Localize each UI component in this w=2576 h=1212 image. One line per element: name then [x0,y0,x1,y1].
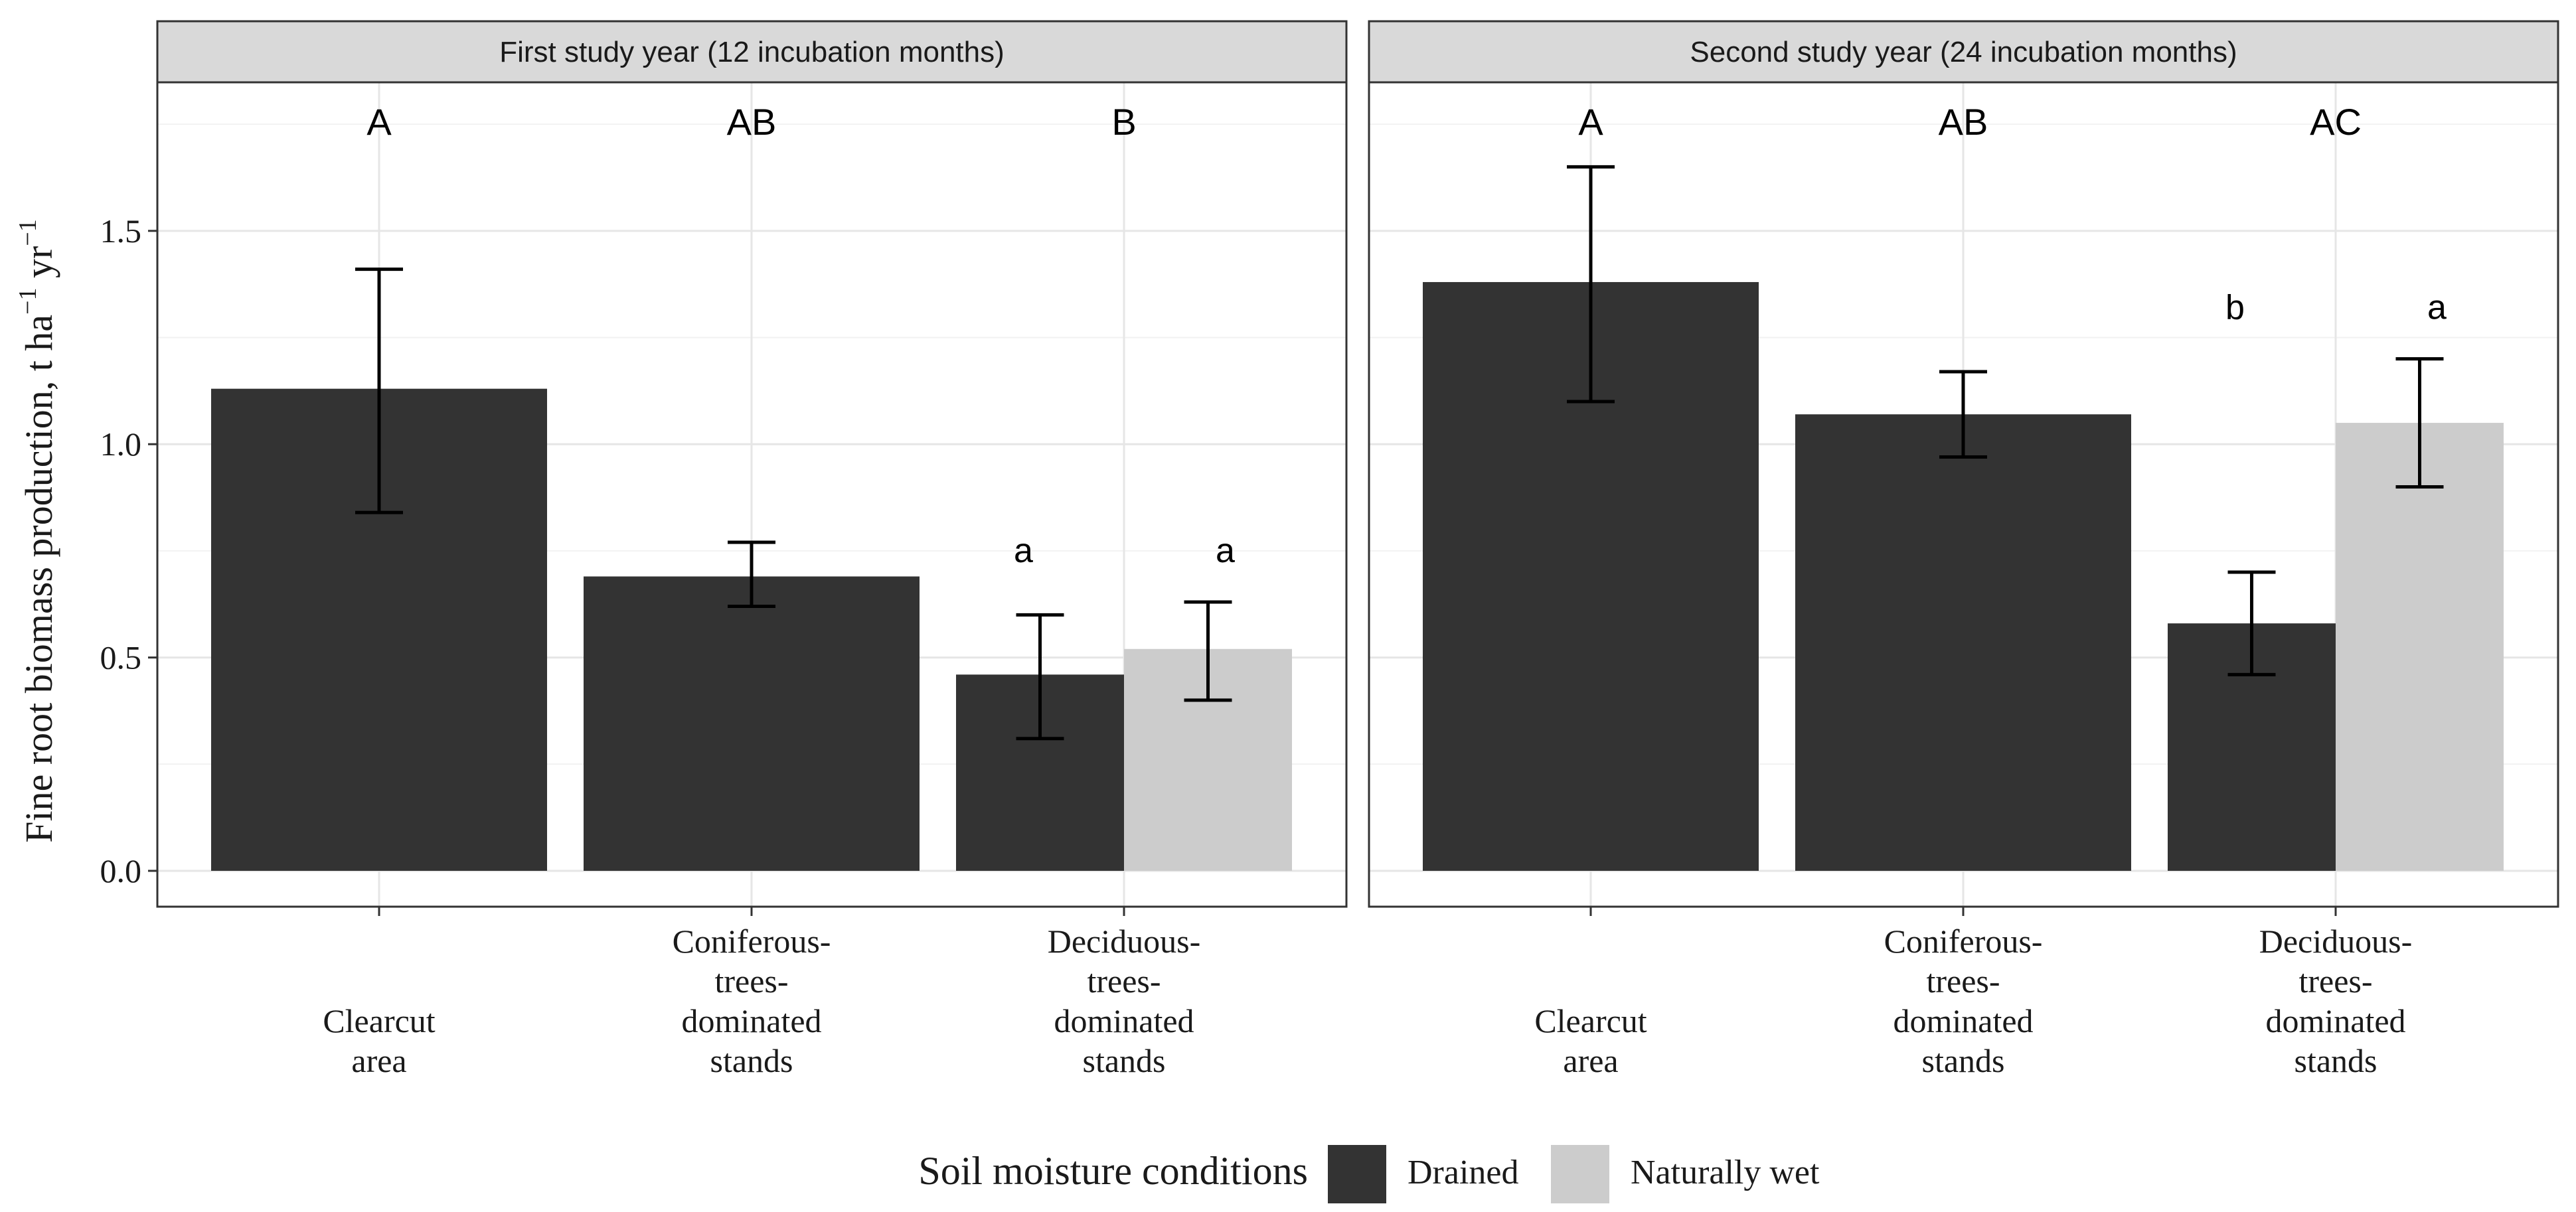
significance-label-drained: b [2225,289,2245,327]
panel-strip-title: First study year (12 incubation months) [499,36,1005,68]
x-tick-label: Clearcut area [1534,1002,1647,1079]
bar-drained [1795,414,2131,871]
group-letter: B [1111,101,1136,143]
x-tick-label: Clearcut area [323,1002,435,1079]
significance-label-naturally-wet: a [1216,532,1235,570]
panel-border [156,81,1348,908]
group-letter: AC [2310,101,2362,143]
group-letter: A [1578,101,1603,143]
y-tick-label: 1.5 [100,212,142,250]
bar-naturally-wet [2336,423,2504,871]
x-tick-label: Deciduous-trees-dominated stands [2259,923,2413,1079]
y-axis-label-mid: yr [17,246,60,288]
significance-label-drained: a [1014,532,1033,570]
bar-drained [584,576,920,871]
y-axis-label: Fine root biomass production, t ha−1 yr−… [14,219,60,843]
panels-layer: First study year (12 incubation months) A… [100,20,2559,1079]
group-letter: AB [727,101,777,143]
panel-strip-title: Second study year (24 incubation months) [1690,36,2237,68]
panel-1: First study year (12 incubation months) A… [156,20,1348,1079]
x-tick-label: Deciduous-trees-dominated stands [1048,923,1201,1079]
y-axis-label-sup2: −1 [14,219,42,246]
significance-label-naturally-wet: a [2427,289,2447,327]
legend-swatch-drained [1328,1145,1386,1203]
panel-2: Second study year (24 incubation months)… [1368,20,2559,1079]
panel-strip [1368,20,2559,84]
y-axis-label-sup1: −1 [14,288,42,315]
panel-border [1368,81,2559,908]
legend-swatch-naturally-wet [1551,1145,1609,1203]
panel-strip [156,20,1348,84]
x-tick-label: Coniferous-trees-dominated stands [673,923,831,1079]
legend-title: Soil moisture conditions [918,1149,1308,1193]
group-letter: AB [1939,101,1988,143]
y-tick-label: 0.5 [100,639,142,676]
legend: Soil moisture conditions Drained Natural… [918,1145,1820,1203]
legend-label-naturally-wet: Naturally wet [1631,1154,1820,1191]
legend-label-drained: Drained [1408,1154,1518,1191]
group-letter: A [366,101,392,143]
y-tick-label: 0.0 [100,852,142,889]
y-tick-label: 1.0 [100,425,142,463]
x-tick-label: Coniferous-trees-dominated stands [1884,923,2043,1079]
